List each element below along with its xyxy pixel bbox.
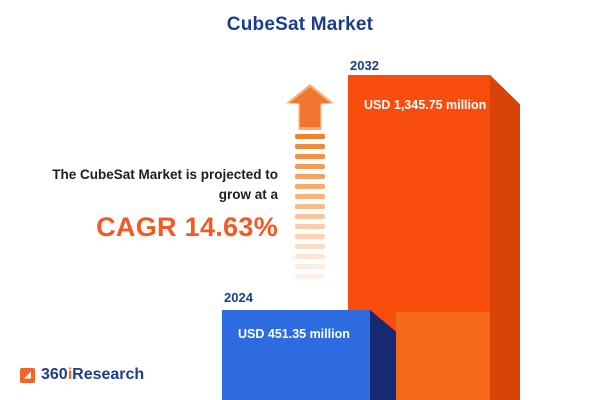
- cagr-value: CAGR 14.63%: [96, 212, 278, 243]
- value-label-2032: USD 1,345.75 million: [364, 98, 487, 112]
- growth-arrow-icon: [286, 84, 334, 279]
- arrow-head-outline: [286, 84, 334, 130]
- annotation-block: The CubeSat Market is projected to grow …: [20, 165, 278, 243]
- logo-text-research: Research: [72, 366, 145, 383]
- year-label-2024: 2024: [224, 290, 253, 305]
- annotation-line-1: The CubeSat Market is projected to: [52, 167, 278, 182]
- bar-2032-side-face: [490, 75, 520, 400]
- brand-logo: 360iResearch: [20, 366, 144, 384]
- bar-2024: [222, 310, 370, 400]
- arrow-head: [289, 87, 331, 127]
- bar-2032-lower-shade: [396, 312, 490, 400]
- year-label-2032: 2032: [350, 58, 379, 73]
- logo-square-icon: [20, 367, 35, 383]
- logo-text: 360iResearch: [41, 366, 144, 384]
- logo-text-360: 360: [41, 366, 68, 383]
- chart-title: CubeSat Market: [226, 14, 374, 35]
- arrow-dashes: [295, 134, 325, 279]
- logo-text-i: i: [67, 366, 73, 383]
- value-label-2024: USD 451.35 million: [238, 327, 350, 341]
- annotation-line-2: grow at a: [218, 186, 278, 202]
